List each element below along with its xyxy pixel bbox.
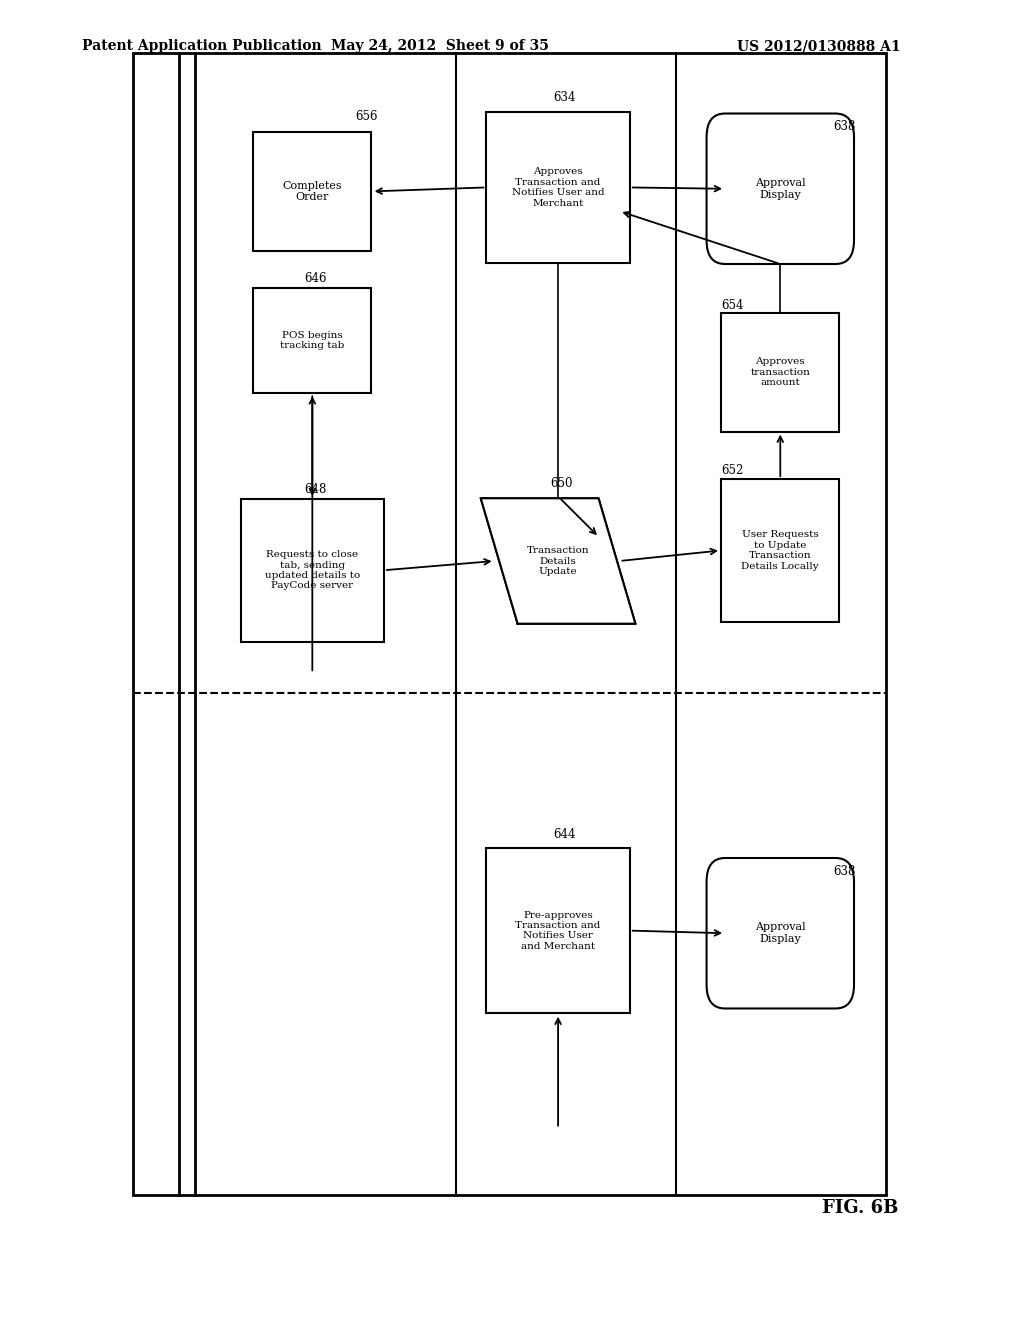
FancyBboxPatch shape [721,313,840,432]
Text: 634: 634 [553,91,575,104]
Polygon shape [481,499,635,624]
Text: 650: 650 [550,477,572,490]
FancyBboxPatch shape [133,53,886,1195]
Text: 648: 648 [304,483,327,496]
Text: US 2012/0130888 A1: US 2012/0130888 A1 [737,40,901,53]
Text: 656: 656 [355,110,378,123]
Text: Approves
transaction
amount: Approves transaction amount [751,358,810,387]
FancyBboxPatch shape [486,112,630,263]
FancyBboxPatch shape [707,858,854,1008]
FancyBboxPatch shape [486,849,630,1014]
FancyBboxPatch shape [241,499,384,642]
Text: May 24, 2012  Sheet 9 of 35: May 24, 2012 Sheet 9 of 35 [332,40,549,53]
Text: User Requests
to Update
Transaction
Details Locally: User Requests to Update Transaction Deta… [741,531,819,570]
FancyBboxPatch shape [721,479,840,622]
Text: Patent Application Publication: Patent Application Publication [82,40,322,53]
FancyBboxPatch shape [254,132,371,251]
Text: 638: 638 [834,865,856,878]
Text: FIG. 6B: FIG. 6B [822,1199,898,1217]
Text: 638: 638 [834,120,856,133]
Text: POS begins
tracking tab: POS begins tracking tab [281,331,344,350]
Text: 644: 644 [553,828,575,841]
Text: Transaction
Details
Update: Transaction Details Update [526,546,590,576]
Text: 652: 652 [721,463,743,477]
Text: Approval
Display: Approval Display [755,923,806,944]
Text: 646: 646 [304,272,327,285]
Text: Requests to close
tab, sending
updated details to
PayCode server: Requests to close tab, sending updated d… [264,550,360,590]
Text: 654: 654 [721,298,743,312]
Text: Pre-approves
Transaction and
Notifies User
and Merchant: Pre-approves Transaction and Notifies Us… [515,911,601,950]
FancyBboxPatch shape [254,288,371,393]
Text: Approval
Display: Approval Display [755,178,806,199]
Text: Completes
Order: Completes Order [283,181,342,202]
Text: Approves
Transaction and
Notifies User and
Merchant: Approves Transaction and Notifies User a… [512,168,604,207]
FancyBboxPatch shape [707,114,854,264]
